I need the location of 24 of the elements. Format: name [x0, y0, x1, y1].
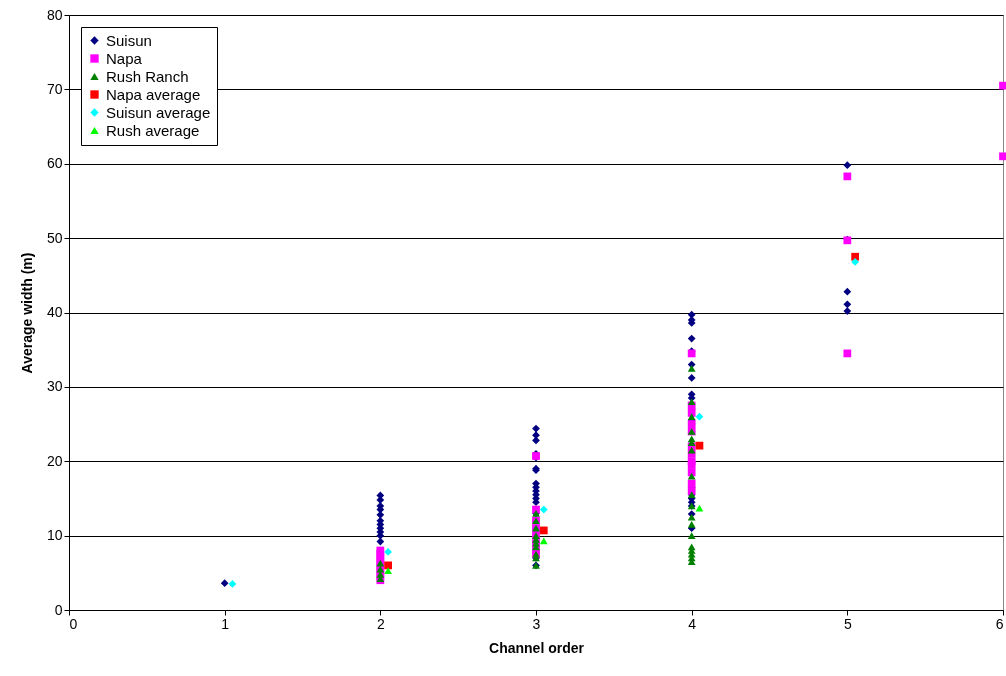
y-tick-label: 20 — [46, 452, 63, 469]
x-axis-title: Channel order — [489, 639, 585, 656]
legend-label: Rush Ranch — [106, 67, 189, 85]
legend-label: Suisun average — [106, 103, 211, 121]
x-tick-label: 6 — [995, 615, 1004, 632]
y-tick-label: 60 — [46, 155, 63, 172]
y-tick-label: 50 — [46, 229, 63, 246]
x-tick-label: 4 — [688, 615, 697, 632]
legend-label: Suisun — [106, 31, 152, 49]
x-tick-label: 0 — [69, 615, 78, 632]
legend-label: Rush average — [106, 121, 200, 139]
x-tick-label: 3 — [532, 615, 541, 632]
legend-label: Napa — [106, 49, 143, 67]
y-tick-label: 30 — [46, 378, 63, 395]
y-tick-label: 0 — [54, 601, 63, 618]
y-axis-title: Average width (m) — [18, 252, 35, 374]
legend-label: Napa average — [106, 85, 201, 103]
y-tick-label: 40 — [46, 304, 63, 320]
y-tick-label: 70 — [46, 80, 63, 97]
y-tick-label: 80 — [46, 6, 63, 23]
x-tick-label: 5 — [843, 615, 852, 632]
y-tick-label: 10 — [46, 527, 63, 544]
x-tick-label: 2 — [376, 615, 385, 632]
x-tick-label: 1 — [221, 615, 230, 632]
